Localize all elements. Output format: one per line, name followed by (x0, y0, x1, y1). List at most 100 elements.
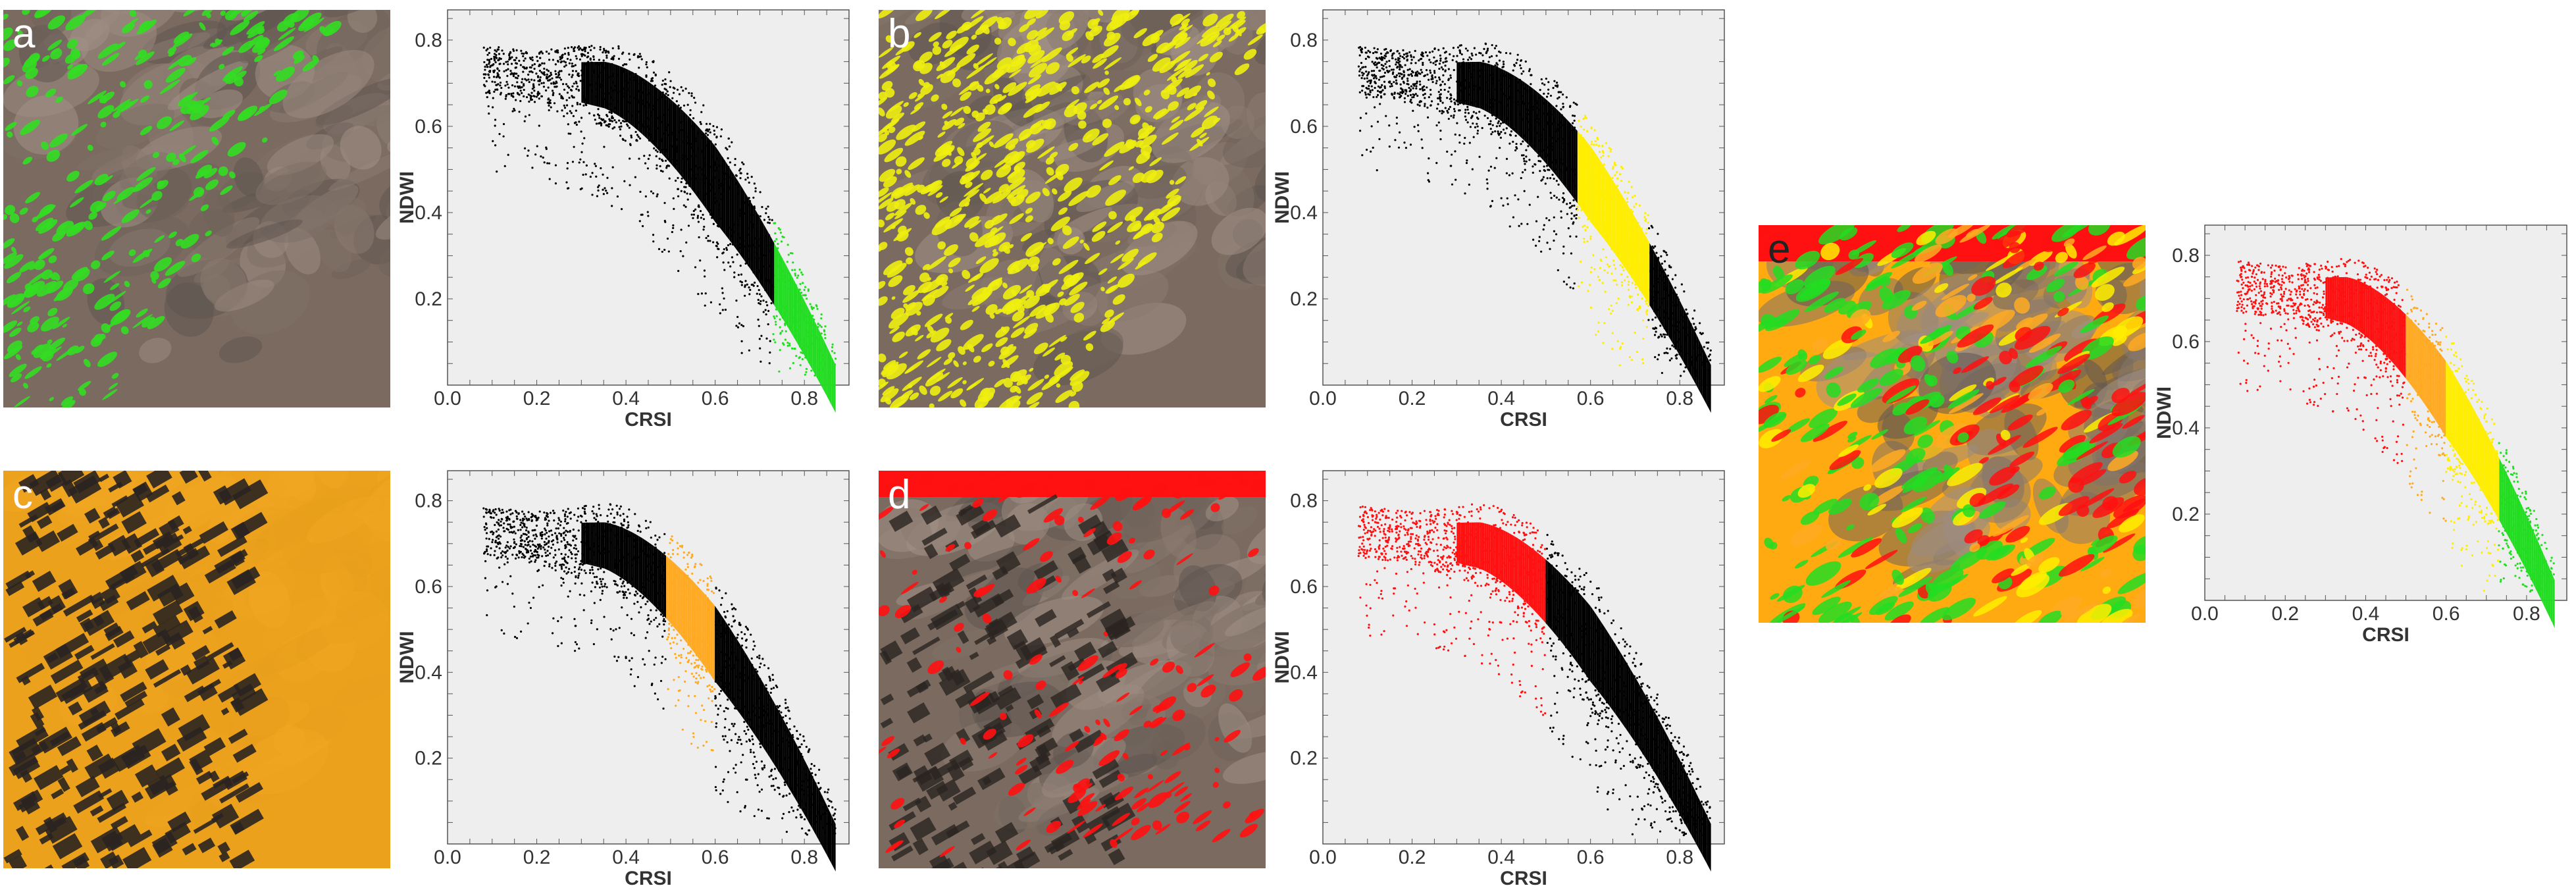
data-point (534, 537, 536, 540)
data-point (679, 662, 682, 664)
data-point (1610, 304, 1612, 307)
data-point (1578, 217, 1580, 219)
data-point (1699, 322, 1701, 325)
data-point (700, 217, 702, 219)
data-point (1357, 65, 1360, 68)
data-point (523, 88, 525, 92)
data-point (700, 719, 702, 721)
data-point (495, 530, 498, 533)
data-point (634, 513, 636, 515)
data-point (540, 537, 543, 540)
data-point (694, 662, 696, 664)
data-point (1611, 167, 1614, 170)
data-point (684, 568, 687, 571)
data-point (684, 680, 686, 683)
data-point (492, 106, 494, 109)
data-point (1612, 279, 1615, 282)
data-point (575, 82, 578, 85)
data-point (1366, 80, 1369, 83)
data-point (492, 97, 494, 99)
data-point (831, 806, 834, 809)
data-point (786, 244, 789, 246)
data-point (779, 326, 781, 328)
data-point (677, 195, 680, 197)
data-point (1429, 69, 1431, 72)
data-point (571, 65, 573, 68)
data-point (523, 53, 525, 55)
data-point (538, 78, 541, 81)
data-point (1428, 95, 1430, 99)
data-point (1508, 142, 1511, 145)
data-point (1468, 183, 1470, 186)
data-point (663, 620, 667, 623)
data-point (802, 735, 805, 738)
data-point (661, 79, 664, 82)
data-point (1447, 111, 1449, 114)
data-point (791, 252, 794, 255)
data-point (1437, 103, 1439, 105)
data-point (1375, 77, 1378, 80)
data-point (833, 812, 836, 815)
data-point (714, 143, 717, 145)
band-segment (1605, 168, 1607, 244)
data-point (663, 533, 666, 535)
data-point (1371, 89, 1374, 92)
data-point (517, 513, 520, 515)
band-segment (1580, 133, 1582, 209)
band-segment (748, 198, 751, 270)
data-point (1394, 139, 1397, 142)
data-point (498, 133, 501, 136)
data-point (694, 101, 697, 104)
data-point (1596, 136, 1599, 140)
data-point (673, 207, 675, 210)
data-point (1630, 301, 1634, 304)
band-segment (1686, 312, 1688, 370)
data-point (1571, 205, 1574, 207)
data-point (594, 163, 596, 165)
data-point (1515, 145, 1518, 149)
data-point (571, 76, 573, 78)
data-point (667, 553, 670, 556)
data-point (700, 122, 702, 125)
band-segment (1702, 347, 1705, 401)
data-point (1600, 156, 1603, 159)
data-point (1464, 118, 1468, 121)
data-point (1663, 352, 1666, 354)
data-point (702, 228, 705, 231)
data-point (489, 46, 492, 49)
data-point (1447, 68, 1450, 70)
band-segment (806, 303, 808, 362)
data-point (667, 165, 671, 167)
data-point (659, 169, 663, 172)
data-point (517, 93, 519, 95)
band-segment (1632, 213, 1635, 282)
data-point (572, 535, 575, 537)
data-point (569, 59, 572, 61)
data-point (1622, 269, 1625, 272)
data-point (552, 556, 555, 559)
data-point (638, 611, 640, 614)
data-point (1671, 344, 1674, 347)
data-point (1557, 269, 1559, 272)
data-point (750, 633, 752, 636)
data-point (579, 80, 582, 82)
data-point (1491, 43, 1493, 47)
data-point (1443, 51, 1447, 54)
band-segment (666, 95, 669, 161)
data-point (669, 556, 672, 559)
data-point (1452, 47, 1455, 49)
data-point (736, 315, 739, 319)
data-point (803, 818, 806, 821)
data-point (1454, 133, 1456, 136)
data-point (598, 504, 600, 506)
data-point (1695, 327, 1697, 330)
data-point (767, 817, 770, 820)
data-point (543, 565, 546, 567)
data-point (669, 538, 672, 540)
data-point (646, 631, 649, 634)
data-point (645, 63, 648, 66)
data-point (1538, 236, 1541, 238)
data-point (626, 527, 629, 529)
data-point (666, 90, 669, 93)
data-point (531, 555, 534, 558)
